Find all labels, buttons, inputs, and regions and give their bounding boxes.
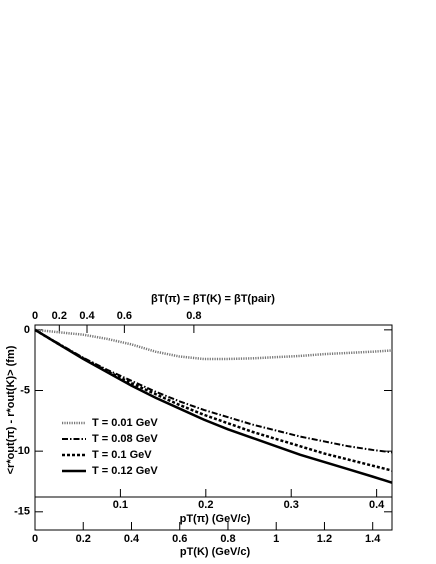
- velocity-tick-label: 0.6: [117, 310, 132, 322]
- x-tick-label: 0.4: [124, 533, 140, 545]
- velocity-tick-label: 0.4: [79, 310, 95, 322]
- x-tick-label: 1.2: [317, 533, 332, 545]
- x-tick-label: 0.2: [76, 533, 91, 545]
- y-tick-label: -10: [14, 445, 30, 457]
- x-tick-label: 1: [273, 533, 279, 545]
- series-line: [34, 328, 393, 361]
- pion-tick-label: 0.1: [113, 499, 128, 511]
- velocity-tick-label: 0: [32, 310, 38, 322]
- pion-tick-label: 0.3: [284, 499, 299, 511]
- x-tick-label: 0: [32, 533, 38, 545]
- x-tick-label: 0.6: [172, 533, 187, 545]
- y-tick-label: 0: [24, 324, 30, 336]
- pion-axis-title: pT(π) (GeV/c): [180, 513, 251, 525]
- x-tick-label: 0.8: [220, 533, 235, 545]
- top-axis-title: βT(π) = βT(K) = βT(pair): [151, 293, 275, 305]
- legend-label: T = 0.01 GeV: [92, 417, 158, 429]
- legend-label: T = 0.1 GeV: [92, 449, 152, 461]
- legend-label: T = 0.08 GeV: [92, 433, 158, 445]
- x-axis-title: pT(K) (GeV/c): [180, 546, 251, 558]
- plot-frame: [34, 324, 393, 531]
- velocity-tick-label: 0.8: [186, 310, 201, 322]
- pion-tick-label: 0.4: [369, 499, 385, 511]
- x-tick-label: 1.4: [365, 533, 381, 545]
- series-line: [34, 328, 393, 454]
- y-tick-label: -15: [14, 506, 30, 518]
- y-tick-label: -5: [20, 384, 30, 396]
- y-axis-title: <r*out(π) - r*out(K)> (fm): [5, 345, 17, 474]
- pion-tick-label: 0.2: [198, 499, 213, 511]
- series-line: [34, 328, 393, 472]
- velocity-tick-label: 0.2: [52, 310, 67, 322]
- legend-label: T = 0.12 GeV: [92, 465, 158, 477]
- series-line: [34, 328, 393, 484]
